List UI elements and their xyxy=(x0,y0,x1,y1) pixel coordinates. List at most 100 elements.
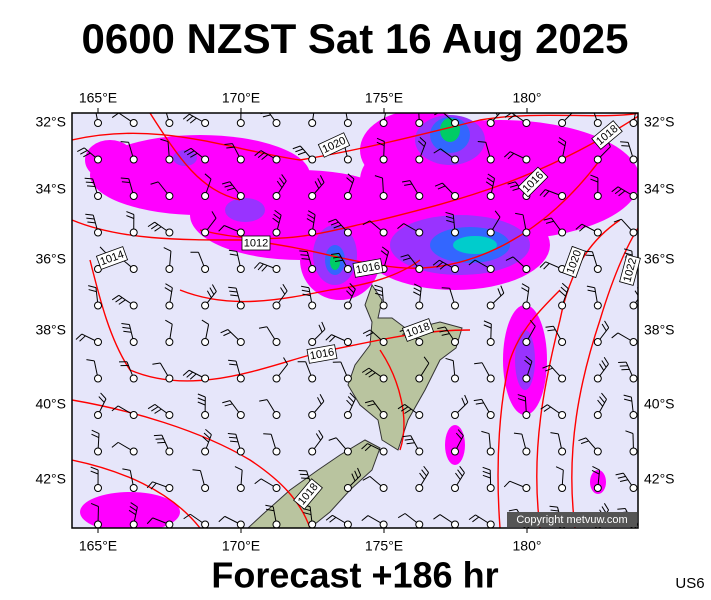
station xyxy=(343,228,352,237)
map-layers xyxy=(72,103,644,528)
station xyxy=(94,374,102,383)
station xyxy=(343,447,352,456)
longitude-label: 175°E xyxy=(365,538,403,554)
station xyxy=(629,119,638,127)
barb-feather xyxy=(482,474,491,479)
barb-feather xyxy=(160,138,169,143)
station xyxy=(129,520,138,528)
barb-feather xyxy=(203,432,211,439)
station xyxy=(129,301,138,310)
barb-feather xyxy=(543,406,551,412)
station xyxy=(379,155,388,164)
latitude-label: 38°S xyxy=(644,322,675,338)
station xyxy=(272,447,281,456)
barb-feather xyxy=(545,220,554,224)
barb-feather xyxy=(121,323,130,326)
barb-feather xyxy=(411,106,419,109)
barb-feather xyxy=(560,286,568,293)
barb-feather xyxy=(499,103,503,110)
barb-feather xyxy=(521,283,530,289)
barb-feather xyxy=(439,263,447,270)
barb-feather xyxy=(423,465,429,473)
station xyxy=(343,484,352,492)
station xyxy=(451,520,459,528)
barb-feather xyxy=(111,441,119,448)
station xyxy=(201,338,210,346)
barb-feather xyxy=(128,509,137,516)
station xyxy=(129,119,138,127)
barb-feather xyxy=(295,148,304,153)
barb-feather xyxy=(482,466,491,471)
barb-feather xyxy=(640,284,644,291)
barb-feather xyxy=(297,151,306,156)
station xyxy=(236,228,245,237)
barb-feather xyxy=(623,394,632,398)
barb-feather xyxy=(445,211,454,216)
barb-feather xyxy=(228,359,237,362)
barb-feather xyxy=(397,223,404,229)
barb-feather xyxy=(227,432,236,435)
station xyxy=(451,228,459,237)
barb-feather xyxy=(266,508,275,512)
barb-feather xyxy=(99,246,106,254)
barb-feather xyxy=(543,217,552,221)
barb-feather xyxy=(317,397,322,405)
barb-feather xyxy=(201,319,209,325)
station xyxy=(165,447,174,456)
barb-feather xyxy=(157,109,165,110)
station xyxy=(379,228,388,237)
barb-feather xyxy=(346,290,353,297)
station xyxy=(308,265,317,273)
barb-feather xyxy=(397,513,406,519)
barb-feather xyxy=(90,466,99,471)
barb-feather xyxy=(515,212,524,216)
barb-feather xyxy=(224,184,233,188)
barb-feather xyxy=(434,182,443,187)
station xyxy=(94,155,102,164)
station xyxy=(129,374,138,383)
barb-feather xyxy=(151,406,159,412)
barb-feather xyxy=(282,283,288,292)
isobar-label: 1016 xyxy=(355,260,381,276)
station xyxy=(94,484,102,492)
station xyxy=(558,228,567,237)
isobar-label-group: 1016 xyxy=(352,258,384,278)
barb-feather xyxy=(354,470,359,479)
model-code: US6 xyxy=(675,575,704,592)
barb-feather xyxy=(197,393,206,398)
barb-feather xyxy=(455,432,462,440)
barb-feather xyxy=(147,403,156,410)
latitude-label: 38°S xyxy=(35,322,66,338)
barb-feather xyxy=(165,283,173,289)
station xyxy=(129,447,138,456)
barb-feather xyxy=(261,265,268,272)
barb-feather xyxy=(468,514,476,521)
map-frame xyxy=(71,112,639,529)
station xyxy=(629,301,638,310)
barb-feather xyxy=(146,481,153,489)
copyright: Copyright metvuw.com xyxy=(516,514,627,526)
station xyxy=(165,155,174,164)
station xyxy=(94,192,102,200)
station xyxy=(486,520,495,528)
latitude-label: 36°S xyxy=(644,251,675,267)
barb-feather xyxy=(325,334,332,341)
barb-feather xyxy=(349,283,356,290)
barb-feather xyxy=(495,113,498,116)
station xyxy=(415,447,424,456)
station xyxy=(129,192,138,200)
station xyxy=(129,228,138,237)
barb-feather xyxy=(497,288,502,297)
forecast-label: Forecast +186 hr xyxy=(211,555,498,596)
station xyxy=(558,301,567,310)
barb-feather xyxy=(120,141,129,143)
barb-feather xyxy=(301,285,310,289)
barb-feather xyxy=(186,115,194,122)
barb-feather xyxy=(303,512,312,516)
barb-feather xyxy=(500,285,505,294)
barb-feather xyxy=(545,367,553,372)
barb-feather xyxy=(333,224,342,229)
barb-feather xyxy=(623,398,632,402)
station xyxy=(451,447,459,456)
